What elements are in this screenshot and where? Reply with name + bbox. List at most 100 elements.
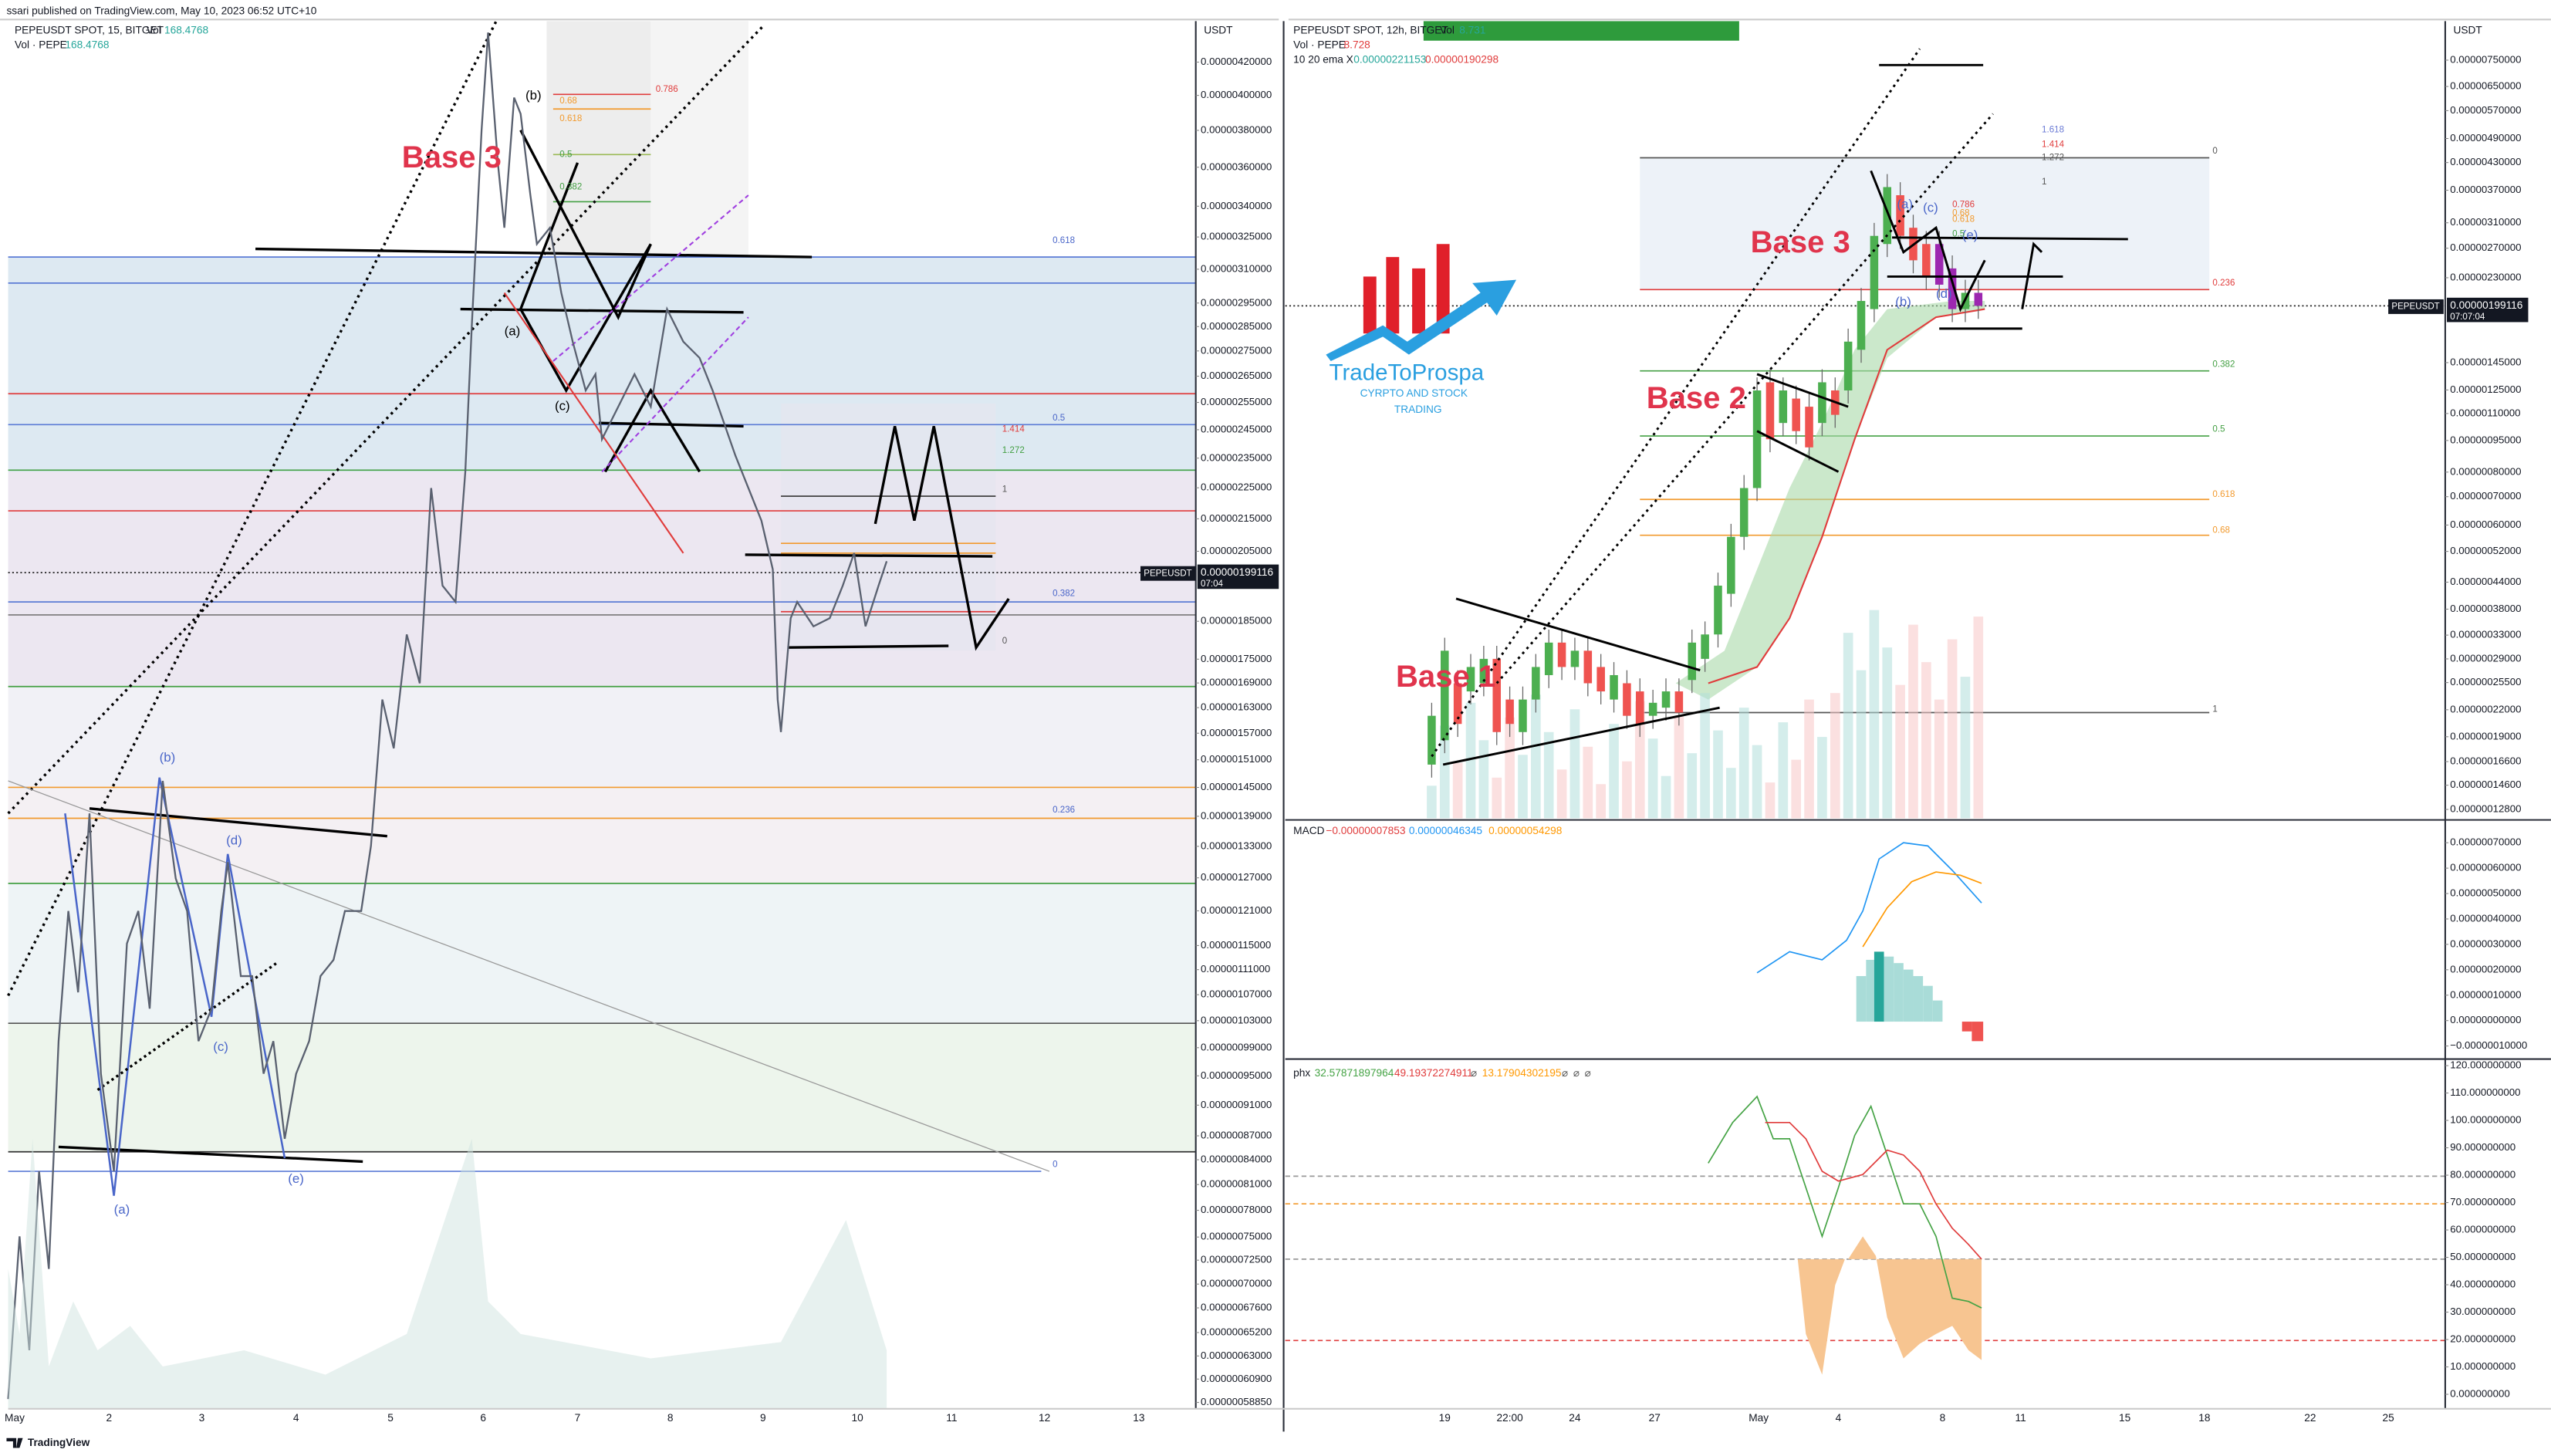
candle-body: [1714, 586, 1722, 635]
y-tick-label: 0.00000340000: [1201, 200, 1272, 211]
y-tick-label: 0.00000000000: [2450, 1014, 2521, 1025]
annotation: (d): [1936, 286, 1952, 301]
volume-bar: [1752, 745, 1762, 819]
annotation: 1.272: [2042, 154, 2064, 163]
volume-bar: [1908, 624, 1918, 819]
volume-bar: [1791, 759, 1802, 819]
volume-bar: [1856, 670, 1867, 819]
candle-body: [1934, 244, 1944, 285]
y-tick-label: 0.00000060000: [2450, 519, 2521, 530]
x-tick-label: 15: [2119, 1412, 2131, 1424]
x-tick-label: 11: [946, 1412, 957, 1424]
candle-body: [1779, 390, 1788, 424]
macd-name: MACD: [1293, 825, 1324, 836]
annotation: (e): [288, 1171, 304, 1186]
annotation: (c): [213, 1039, 228, 1054]
y-tick-label: 30.000000000: [2450, 1306, 2516, 1317]
candle-body: [1674, 691, 1684, 713]
y-tick-label: 120.000000000: [2450, 1059, 2521, 1071]
right-title: PEPEUSDT SPOT, 12h, BITGET: [1293, 25, 1448, 36]
annotation: 0.5: [559, 150, 572, 159]
y-tick-label: 0.00000115000: [1201, 939, 1271, 951]
y-tick-label: 0.00000070000: [1201, 1278, 1272, 1289]
y-tick-label: 0.00000060900: [1201, 1373, 1272, 1384]
candle-body: [1701, 634, 1709, 659]
volume-bar: [1895, 684, 1905, 819]
y-tick-label: 0.00000014600: [2450, 779, 2521, 790]
y-tick-label: 0.00000103000: [1201, 1014, 1272, 1025]
volume-bar: [1531, 694, 1541, 819]
candle-body: [1557, 642, 1566, 667]
y-tick-label: 0.00000490000: [2450, 132, 2521, 144]
y-tick-label: 0.00000400000: [1201, 89, 1272, 100]
y-tick-label: 0.00000110000: [2450, 407, 2520, 418]
left-last-price: 0.00000199116: [1201, 566, 1274, 578]
left-vol-label: Vol: [147, 25, 161, 36]
volume-bar: [1830, 693, 1840, 819]
y-tick-label: 0.00000145000: [1201, 781, 1272, 792]
candle-body: [1428, 715, 1436, 765]
candle-body: [1596, 667, 1605, 692]
y-tick-label: 0.00000022000: [2450, 703, 2521, 714]
annotation: (a): [114, 1202, 130, 1217]
y-tick-label: 0.00000175000: [1201, 653, 1272, 664]
volume-bar: [1804, 699, 1814, 819]
x-tick-label: 3: [199, 1412, 205, 1424]
x-tick-label: May: [1749, 1412, 1769, 1424]
y-tick-label: 0.00000215000: [1201, 512, 1272, 524]
annotation: Base 2: [1647, 381, 1746, 415]
x-tick-label: 10: [852, 1412, 864, 1424]
y-tick-label: 0.00000145000: [2450, 356, 2521, 368]
candle-body: [1974, 292, 1983, 306]
x-tick-label: 4: [293, 1412, 299, 1424]
annotation: 0.236: [1052, 806, 1075, 815]
phx-drawing: [1285, 1095, 2445, 1375]
candle-body: [1948, 268, 1957, 309]
phx-value: 49.19372274911: [1394, 1067, 1473, 1079]
annotation: TradeToProspa: [1330, 360, 1485, 386]
candle-body: [1765, 382, 1775, 440]
annotation: 0.382: [1052, 589, 1075, 599]
annotation: 0.382: [559, 183, 582, 192]
annotation: 1.414: [2042, 140, 2065, 150]
candle-body: [1896, 195, 1904, 236]
y-tick-label: 0.00000151000: [1201, 753, 1272, 765]
phx-value: 32.57871897964: [1315, 1067, 1394, 1079]
ema-legend: 10 20 ema X: [1293, 54, 1353, 66]
y-tick-label: 0.00000169000: [1201, 677, 1272, 688]
phx-value: 13.17904302195: [1482, 1067, 1562, 1079]
x-tick-label: 22: [2304, 1412, 2316, 1424]
y-tick-label: 0.00000205000: [1201, 545, 1272, 556]
candle-body: [1727, 536, 1735, 594]
y-tick-label: 100.000000000: [2450, 1114, 2521, 1126]
y-tick-label: 0.00000225000: [1201, 481, 1272, 493]
volume-bar: [1934, 699, 1945, 819]
right-last-price: 0.00000199116: [2450, 299, 2523, 311]
right-vol-label: Vol: [1440, 25, 1455, 36]
right-currency: USDT: [2453, 25, 2482, 36]
x-tick-label: 5: [387, 1412, 394, 1424]
y-tick-label: 0.00000067600: [1201, 1302, 1272, 1313]
volume-bar: [1647, 738, 1658, 819]
ema-value-1: 0.00000221153: [1353, 54, 1427, 66]
candle-body: [1883, 187, 1892, 245]
publisher-line: ssari published on TradingView.com, May …: [6, 5, 316, 16]
y-tick-label: 0.00000099000: [1201, 1041, 1272, 1052]
y-tick-label: 0.00000095000: [1201, 1069, 1272, 1081]
x-tick-label: May: [5, 1412, 25, 1424]
banner-image: [1423, 21, 1739, 41]
y-tick-label: 0.00000285000: [1201, 320, 1272, 332]
volume-bar: [1634, 701, 1645, 819]
left-vol-legend: Vol · PEPE: [15, 39, 67, 51]
candle-body: [1648, 702, 1657, 716]
left-vol-legend-value: 168.4768: [65, 39, 109, 51]
y-tick-label: 0.00000072500: [1201, 1254, 1272, 1265]
y-tick-label: 0.00000019000: [2450, 730, 2521, 742]
y-tick-label: 0.00000081000: [1201, 1178, 1272, 1190]
x-tick-label: 7: [575, 1412, 581, 1424]
annotation: (b): [160, 750, 176, 765]
y-tick-label: 10.000000000: [2450, 1360, 2516, 1372]
candle-body: [1661, 691, 1671, 708]
y-tick-label: 0.00000265000: [1201, 370, 1272, 381]
